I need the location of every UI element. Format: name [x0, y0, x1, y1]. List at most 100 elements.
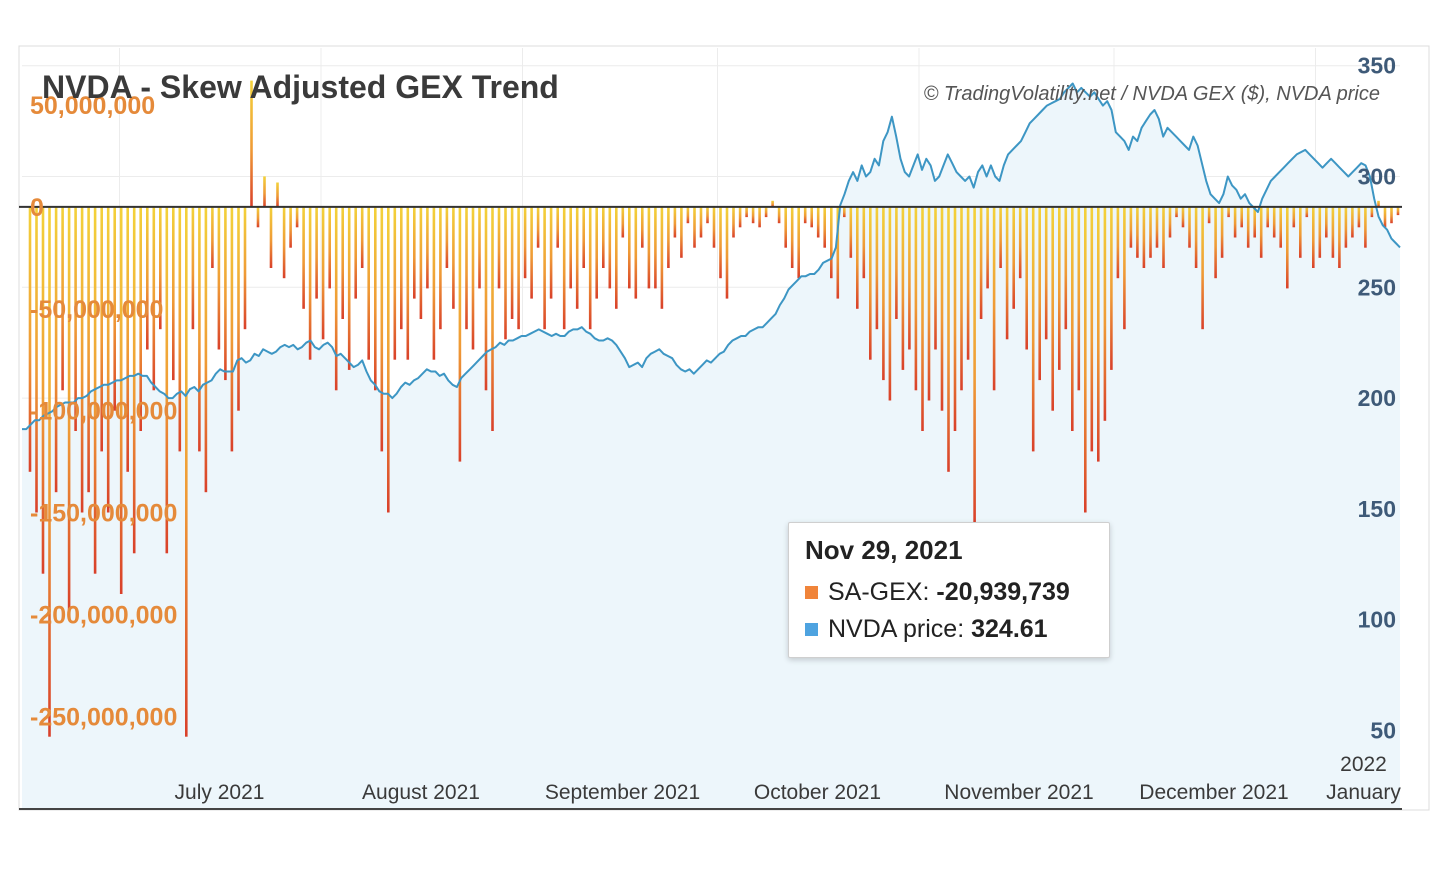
gex-bar	[269, 206, 273, 268]
gex-bar	[582, 206, 585, 268]
gex-bar	[1214, 206, 1217, 279]
time-axis: July 2021 August 2021 September 2021 Octobe…	[175, 753, 1402, 804]
gex-bar	[862, 206, 866, 279]
gex-bar	[347, 206, 351, 370]
price-tick-label: 300	[1358, 164, 1396, 190]
gex-bar	[960, 206, 963, 391]
gex-bar	[921, 206, 924, 431]
gex-bar	[647, 206, 651, 289]
gex-bar	[790, 206, 794, 268]
gex-bar	[927, 206, 931, 401]
gex-bar	[628, 206, 631, 289]
gex-bar	[1103, 206, 1107, 421]
gex-bar	[1240, 206, 1243, 228]
tooltip-date: Nov 29, 2021	[805, 535, 963, 565]
month-tick-label: September 2021	[545, 781, 700, 804]
gex-bar	[901, 206, 905, 370]
gex-bar	[1227, 206, 1230, 218]
gex-bar	[660, 206, 664, 309]
gex-bar	[413, 206, 416, 299]
month-tick-label: July 2021	[175, 781, 265, 804]
gex-bar	[191, 206, 195, 330]
gex-bar	[282, 206, 286, 279]
gex-bar	[764, 206, 768, 218]
gex-bar	[1266, 206, 1269, 228]
gex-bar	[1259, 206, 1263, 258]
gex-bar	[1077, 206, 1081, 391]
gex-bar	[1188, 206, 1191, 248]
gex-bar	[1292, 206, 1296, 228]
gex-bar	[1246, 206, 1250, 248]
gex-bar	[882, 206, 885, 381]
gex-bar	[1162, 206, 1165, 268]
gex-bar	[1279, 206, 1282, 248]
gex-bar	[61, 206, 64, 391]
gex-bar	[1142, 206, 1146, 268]
gex-bar	[745, 206, 748, 218]
gex-bar	[1123, 206, 1126, 330]
gex-bar	[35, 206, 38, 513]
gex-bar	[132, 206, 136, 554]
gex-bar	[458, 206, 462, 462]
gex-bar	[1058, 206, 1061, 370]
gex-bar	[615, 206, 618, 309]
gex-bar	[126, 206, 129, 472]
gex-bar	[869, 206, 872, 360]
gex-bar	[432, 206, 436, 360]
year-tick-label: 2022	[1340, 753, 1387, 776]
gex-bar	[843, 206, 846, 218]
gex-bar	[1136, 206, 1139, 258]
gex-bar	[1110, 206, 1113, 370]
gex-bar	[888, 206, 892, 401]
gex-bar	[146, 206, 149, 350]
gex-bar	[1253, 206, 1256, 238]
gex-bar	[1357, 206, 1361, 228]
gex-bar	[152, 206, 156, 391]
price-legend-swatch	[805, 623, 818, 636]
gex-bar	[250, 80, 253, 207]
gex-bar	[1031, 206, 1035, 452]
gex-bar	[504, 206, 507, 340]
gex-bar	[1064, 206, 1068, 330]
gex-bar	[1312, 206, 1315, 268]
month-tick-label: November 2021	[944, 781, 1093, 804]
gex-bar	[934, 206, 937, 350]
gex-tick-label: -250,000,000	[30, 703, 177, 731]
gex-bar	[986, 206, 989, 289]
gex-bar	[641, 206, 644, 248]
gex-bar	[999, 206, 1002, 268]
gex-bar	[836, 206, 840, 299]
gex-bar	[849, 206, 853, 258]
gex-bar	[178, 206, 182, 452]
gex-bar	[1025, 206, 1028, 350]
gex-bar	[28, 206, 32, 472]
chart-title: NVDA - Skew Adjusted GEX Trend	[42, 69, 559, 105]
gex-bars	[28, 80, 1400, 737]
gex-bar	[1286, 206, 1289, 289]
gex-bar	[315, 206, 318, 299]
gex-bar	[1377, 200, 1380, 207]
gex-bar	[54, 206, 58, 493]
hover-tooltip: Nov 29, 2021 SA-GEX: -20,939,739 NVDA pr…	[788, 522, 1110, 658]
tooltip-price-label: NVDA price:	[828, 615, 965, 643]
gex-bar	[289, 206, 292, 248]
gex-bar	[230, 206, 234, 452]
gex-bar	[74, 206, 77, 431]
gex-legend-swatch	[805, 586, 818, 599]
gex-bar	[693, 206, 696, 248]
gex-bar	[354, 206, 357, 299]
tooltip-price-row: NVDA price: 324.61	[805, 611, 1109, 648]
gex-bar	[465, 206, 468, 330]
gex-bar	[497, 206, 501, 289]
gex-bar	[80, 206, 84, 513]
gex-bar	[119, 206, 123, 594]
gex-tick-label: -50,000,000	[30, 296, 163, 324]
gex-bar	[256, 206, 260, 228]
gex-bar	[530, 206, 533, 299]
gex-bar	[1344, 206, 1348, 248]
gex-tick-label: -200,000,000	[30, 601, 177, 629]
gex-bar	[947, 206, 950, 472]
gex-bar	[1038, 206, 1041, 381]
gex-bar	[1116, 206, 1120, 279]
